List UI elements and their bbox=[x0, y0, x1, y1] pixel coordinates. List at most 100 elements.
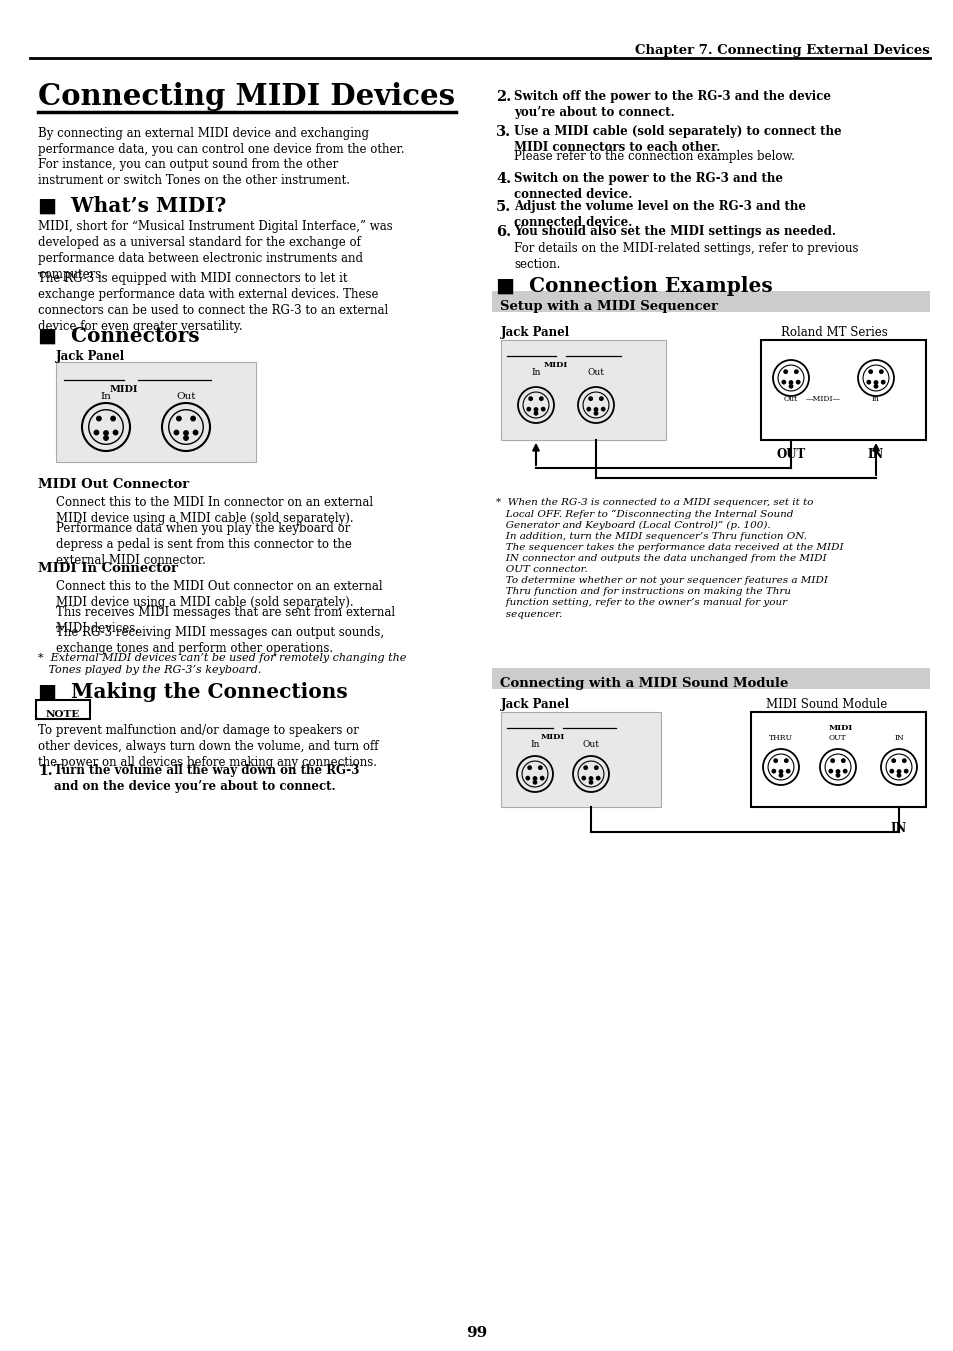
FancyBboxPatch shape bbox=[500, 712, 660, 807]
FancyBboxPatch shape bbox=[36, 700, 90, 719]
FancyBboxPatch shape bbox=[500, 340, 665, 440]
Text: Setup with a MIDI Sequencer: Setup with a MIDI Sequencer bbox=[499, 300, 718, 313]
Circle shape bbox=[527, 766, 531, 769]
Text: Switch off the power to the RG-3 and the device
you’re about to connect.: Switch off the power to the RG-3 and the… bbox=[514, 91, 830, 119]
Circle shape bbox=[184, 431, 188, 435]
Text: MIDI Out Connector: MIDI Out Connector bbox=[38, 478, 189, 490]
Circle shape bbox=[104, 431, 108, 435]
Text: To prevent malfunction and/or damage to speakers or
other devices, always turn d: To prevent malfunction and/or damage to … bbox=[38, 724, 378, 769]
Text: The RG-3 receiving MIDI messages can output sounds,
exchange tones and perform o: The RG-3 receiving MIDI messages can out… bbox=[56, 626, 384, 655]
Circle shape bbox=[785, 770, 789, 773]
Text: Switch on the power to the RG-3 and the
connected device.: Switch on the power to the RG-3 and the … bbox=[514, 172, 782, 201]
Circle shape bbox=[773, 759, 777, 762]
Text: 5.: 5. bbox=[496, 200, 511, 213]
Text: MIDI: MIDI bbox=[110, 385, 138, 394]
Circle shape bbox=[903, 770, 907, 773]
Text: This receives MIDI messages that are sent from external
MIDI devices.: This receives MIDI messages that are sen… bbox=[56, 607, 395, 635]
Circle shape bbox=[836, 774, 839, 777]
Text: For instance, you can output sound from the other
instrument or switch Tones on : For instance, you can output sound from … bbox=[38, 158, 350, 186]
Circle shape bbox=[594, 408, 598, 411]
Circle shape bbox=[589, 781, 592, 784]
Text: ■  What’s MIDI?: ■ What’s MIDI? bbox=[38, 196, 226, 216]
Text: Connect this to the MIDI In connector on an external
MIDI device using a MIDI ca: Connect this to the MIDI In connector on… bbox=[56, 496, 373, 526]
Text: *  When the RG-3 is connected to a MIDI sequencer, set it to
   Local OFF. Refer: * When the RG-3 is connected to a MIDI s… bbox=[496, 499, 842, 619]
Text: NOTE: NOTE bbox=[46, 711, 80, 719]
Circle shape bbox=[581, 777, 585, 780]
Text: Jack Panel: Jack Panel bbox=[500, 326, 570, 339]
Circle shape bbox=[588, 397, 592, 400]
Circle shape bbox=[174, 431, 178, 435]
Text: *  External MIDI devices can’t be used for remotely changing the
   Tones played: * External MIDI devices can’t be used fo… bbox=[38, 653, 406, 676]
Circle shape bbox=[583, 766, 587, 769]
Circle shape bbox=[788, 385, 792, 388]
Text: OUT: OUT bbox=[828, 734, 846, 742]
Circle shape bbox=[594, 766, 598, 769]
Text: Out: Out bbox=[176, 392, 195, 401]
Circle shape bbox=[873, 381, 877, 384]
Circle shape bbox=[533, 777, 537, 780]
Text: ■  Connection Examples: ■ Connection Examples bbox=[496, 276, 772, 296]
Text: 4.: 4. bbox=[496, 172, 511, 186]
Text: Connecting with a MIDI Sound Module: Connecting with a MIDI Sound Module bbox=[499, 677, 787, 690]
Circle shape bbox=[589, 777, 592, 780]
Circle shape bbox=[897, 770, 900, 773]
Circle shape bbox=[902, 759, 905, 762]
Circle shape bbox=[193, 431, 197, 435]
Text: IN: IN bbox=[893, 734, 902, 742]
Circle shape bbox=[889, 770, 893, 773]
Text: Please refer to the connection examples below.: Please refer to the connection examples … bbox=[514, 150, 794, 163]
Circle shape bbox=[528, 397, 532, 400]
Text: In: In bbox=[871, 394, 879, 403]
Circle shape bbox=[842, 770, 846, 773]
Circle shape bbox=[868, 370, 871, 373]
Text: 6.: 6. bbox=[496, 226, 511, 239]
Circle shape bbox=[788, 381, 792, 384]
FancyBboxPatch shape bbox=[492, 667, 929, 689]
Circle shape bbox=[879, 370, 882, 373]
Circle shape bbox=[866, 381, 870, 384]
Circle shape bbox=[599, 397, 602, 400]
Circle shape bbox=[836, 770, 839, 773]
Circle shape bbox=[771, 770, 775, 773]
Text: In: In bbox=[530, 740, 539, 748]
Circle shape bbox=[104, 436, 108, 440]
Text: OUT: OUT bbox=[776, 449, 804, 461]
Text: Out: Out bbox=[582, 740, 598, 748]
Text: THRU: THRU bbox=[768, 734, 792, 742]
Text: MIDI, short for “Musical Instrument Digital Interface,” was
developed as a unive: MIDI, short for “Musical Instrument Digi… bbox=[38, 220, 393, 281]
Circle shape bbox=[534, 412, 537, 415]
Circle shape bbox=[540, 777, 543, 780]
Circle shape bbox=[830, 759, 834, 762]
Circle shape bbox=[96, 416, 101, 420]
Text: MIDI: MIDI bbox=[540, 734, 564, 740]
Text: IN: IN bbox=[890, 821, 906, 835]
Circle shape bbox=[841, 759, 844, 762]
Circle shape bbox=[94, 431, 98, 435]
Text: MIDI Sound Module: MIDI Sound Module bbox=[765, 698, 886, 711]
Circle shape bbox=[897, 774, 900, 777]
Text: Use a MIDI cable (sold separately) to connect the
MIDI connectors to each other.: Use a MIDI cable (sold separately) to co… bbox=[514, 126, 841, 154]
Text: ■  Making the Connections: ■ Making the Connections bbox=[38, 682, 348, 703]
Text: 3.: 3. bbox=[496, 126, 511, 139]
Circle shape bbox=[794, 370, 798, 373]
Text: The RG-3 is equipped with MIDI connectors to let it
exchange performance data wi: The RG-3 is equipped with MIDI connector… bbox=[38, 272, 388, 332]
Text: MIDI: MIDI bbox=[543, 361, 568, 369]
Text: Out: Out bbox=[587, 367, 604, 377]
Text: Out: Out bbox=[783, 394, 798, 403]
Circle shape bbox=[779, 774, 781, 777]
Text: Jack Panel: Jack Panel bbox=[56, 350, 125, 363]
Text: You should also set the MIDI settings as needed.: You should also set the MIDI settings as… bbox=[514, 226, 835, 238]
Circle shape bbox=[538, 766, 541, 769]
Text: Connect this to the MIDI Out connector on an external
MIDI device using a MIDI c: Connect this to the MIDI Out connector o… bbox=[56, 580, 382, 609]
Circle shape bbox=[891, 759, 895, 762]
Circle shape bbox=[111, 416, 115, 420]
Text: MIDI In Connector: MIDI In Connector bbox=[38, 562, 178, 576]
Text: 1.: 1. bbox=[38, 765, 52, 778]
Circle shape bbox=[600, 408, 604, 411]
Circle shape bbox=[525, 777, 529, 780]
Circle shape bbox=[828, 770, 832, 773]
FancyBboxPatch shape bbox=[750, 712, 925, 807]
Text: Chapter 7. Connecting External Devices: Chapter 7. Connecting External Devices bbox=[635, 45, 929, 57]
Text: IN: IN bbox=[867, 449, 883, 461]
Circle shape bbox=[796, 381, 799, 384]
